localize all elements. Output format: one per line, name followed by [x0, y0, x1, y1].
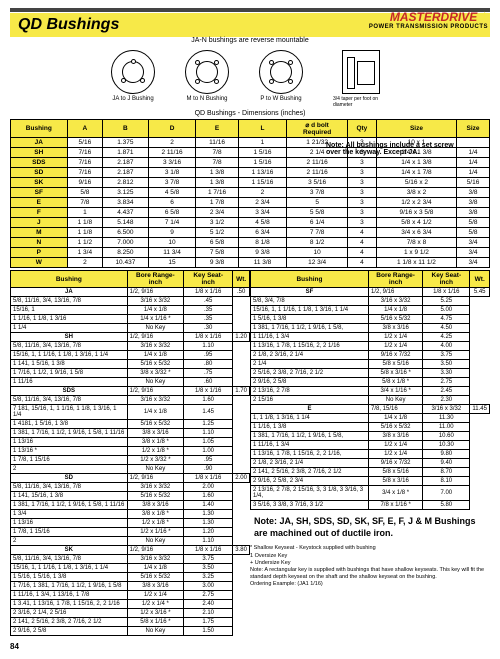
material-note: Note: JA, SH, SDS, SD, SK, SF, E, F, J &…: [254, 516, 486, 539]
bushing-diagrams: JA to J Bushing M to N Bushing P to W Bu…: [10, 50, 490, 108]
bore-range-right: BushingBore Range-inchKey Seat- inchWt.S…: [250, 270, 490, 510]
footnotes: * Shallow Keyseat - Keystock supplied wi…: [250, 545, 490, 588]
brand-logo: MASTERDRIVE★ POWER TRANSMISSION PRODUCTS: [369, 10, 488, 30]
bore-range-left: BushingBore Range-inchKey Seat- inchWt.J…: [10, 270, 250, 636]
mount-note: JA-N bushings are reverse mountable: [10, 37, 490, 44]
page-title: QD Bushings: [18, 16, 119, 34]
dim-title: QD Bushings - Dimensions (inches): [10, 110, 490, 117]
keyway-note: Note: All bushings include a set screw o…: [326, 142, 486, 156]
